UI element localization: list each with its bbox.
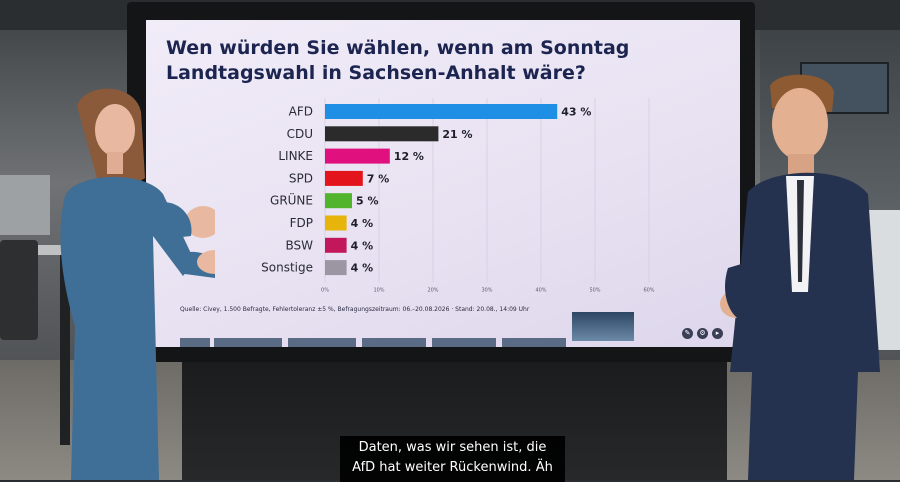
slide-thumbnail[interactable] [180, 338, 210, 347]
display-screen: Wen würden Sie wählen, wenn am Sonntag L… [146, 20, 740, 347]
bar [325, 126, 439, 142]
slide-thumbnail[interactable] [214, 338, 282, 347]
category-label: AFD [289, 105, 313, 119]
chart-title: Wen würden Sie wählen, wenn am Sonntag L… [166, 36, 686, 86]
value-label: 21 % [442, 128, 472, 141]
pencil-icon[interactable]: ✎ [682, 328, 693, 339]
category-label: BSW [285, 238, 313, 252]
background-rack [0, 175, 50, 235]
category-label: Sonstige [261, 261, 313, 275]
x-tick-label: 60% [643, 287, 654, 293]
chart-title-line1: Wen würden Sie wählen, wenn am Sonntag [166, 37, 630, 59]
value-label: 4 % [351, 217, 374, 230]
lamp-stand [60, 255, 70, 445]
bar [325, 193, 352, 209]
bar [325, 170, 363, 186]
caption-line2: AfD hat weiter Rückenwind. Äh [352, 460, 553, 475]
caption-line1: Daten, was wir sehen ist, die [358, 440, 547, 455]
category-label: GRÜNE [270, 192, 313, 208]
slide-thumbnail[interactable] [288, 338, 356, 347]
bar [325, 237, 347, 253]
category-label: SPD [289, 171, 313, 185]
x-tick-label: 40% [535, 287, 546, 293]
value-label: 7 % [367, 172, 390, 185]
category-label: FDP [290, 216, 313, 230]
play-icon[interactable]: ▸ [712, 328, 723, 339]
bar [325, 215, 347, 231]
presenter-man [720, 74, 880, 480]
chart-title-line2: Landtagswahl in Sachsen-Anhalt wäre? [166, 62, 586, 84]
office-chair [0, 240, 38, 340]
gear-icon[interactable]: ⚙ [697, 328, 708, 339]
slide-thumbnail[interactable] [502, 338, 566, 347]
value-label: 12 % [394, 150, 424, 163]
source-note: Quelle: Civey, 1.500 Befragte, Fehlertol… [180, 306, 530, 313]
bar [325, 260, 347, 276]
x-tick-label: 20% [427, 287, 438, 293]
slide-thumbnail[interactable] [432, 338, 496, 347]
category-label: LINKE [278, 149, 313, 163]
x-tick-label: 10% [373, 287, 384, 293]
value-label: 5 % [356, 195, 379, 208]
x-tick-label: 0% [321, 287, 329, 293]
value-label: 43 % [561, 106, 591, 119]
presenter-woman [60, 88, 215, 480]
slide-thumbnail-active[interactable] [572, 312, 634, 341]
value-label: 4 % [351, 262, 374, 275]
value-label: 4 % [351, 239, 374, 252]
slide-thumbnail[interactable] [362, 338, 426, 347]
bar-chart: 0% 10% 20% 30% 40% 50% 60% AFD 43 % CDU 21 % LINKE 1… [261, 98, 655, 293]
x-tick-label: 50% [589, 287, 600, 293]
bar [325, 148, 390, 164]
slide-thumbnails [180, 312, 740, 347]
category-label: CDU [287, 127, 313, 141]
subtitle-caption: Daten, was wir sehen ist, die AfD hat we… [340, 436, 565, 482]
x-tick-label: 30% [481, 287, 492, 293]
bar [325, 104, 558, 119]
